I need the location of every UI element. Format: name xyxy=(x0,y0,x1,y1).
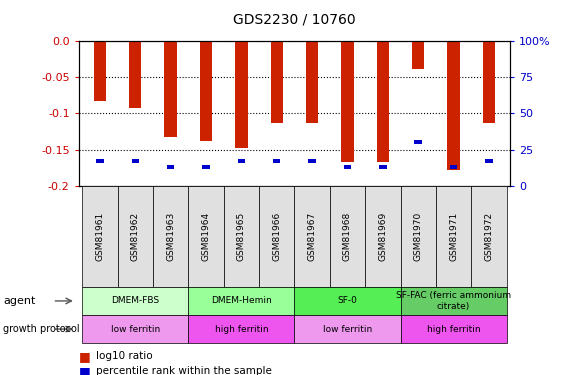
Text: GSM81968: GSM81968 xyxy=(343,211,352,261)
Bar xyxy=(344,165,351,169)
Text: percentile rank within the sample: percentile rank within the sample xyxy=(96,366,272,375)
Bar xyxy=(273,159,280,163)
Bar xyxy=(483,41,495,123)
Bar xyxy=(447,41,460,170)
Text: high ferritin: high ferritin xyxy=(427,325,480,334)
Bar xyxy=(200,41,212,141)
Bar xyxy=(450,165,457,169)
Bar xyxy=(94,41,106,101)
Bar xyxy=(377,41,389,162)
Bar xyxy=(96,159,104,163)
Text: SF-FAC (ferric ammonium
citrate): SF-FAC (ferric ammonium citrate) xyxy=(396,291,511,310)
Text: GSM81967: GSM81967 xyxy=(308,211,317,261)
Text: high ferritin: high ferritin xyxy=(215,325,268,334)
Text: GSM81969: GSM81969 xyxy=(378,211,387,261)
Bar xyxy=(271,41,283,123)
Bar xyxy=(415,140,422,144)
Bar xyxy=(485,159,493,163)
Text: log10 ratio: log10 ratio xyxy=(96,351,153,361)
Text: GSM81971: GSM81971 xyxy=(449,211,458,261)
Bar xyxy=(308,159,316,163)
Text: GSM81962: GSM81962 xyxy=(131,211,140,261)
Text: GSM81970: GSM81970 xyxy=(414,211,423,261)
Bar xyxy=(167,165,174,169)
Bar xyxy=(202,165,210,169)
Text: agent: agent xyxy=(3,296,36,306)
Bar xyxy=(379,165,387,169)
Text: ■: ■ xyxy=(79,350,90,363)
Text: low ferritin: low ferritin xyxy=(323,325,372,334)
Bar xyxy=(238,159,245,163)
Bar xyxy=(235,41,248,148)
Bar xyxy=(132,159,139,163)
Text: GSM81961: GSM81961 xyxy=(96,211,104,261)
Text: GSM81972: GSM81972 xyxy=(484,211,493,261)
Text: GDS2230 / 10760: GDS2230 / 10760 xyxy=(233,12,356,26)
Text: DMEM-FBS: DMEM-FBS xyxy=(111,296,159,305)
Text: SF-0: SF-0 xyxy=(338,296,357,305)
Bar xyxy=(341,41,354,162)
Text: GSM81965: GSM81965 xyxy=(237,211,246,261)
Text: ■: ■ xyxy=(79,365,90,375)
Bar xyxy=(129,41,142,108)
Text: GSM81966: GSM81966 xyxy=(272,211,281,261)
Text: low ferritin: low ferritin xyxy=(111,325,160,334)
Text: DMEM-Hemin: DMEM-Hemin xyxy=(211,296,272,305)
Text: GSM81963: GSM81963 xyxy=(166,211,175,261)
Text: GSM81964: GSM81964 xyxy=(202,211,210,261)
Bar xyxy=(412,41,424,69)
Text: growth protocol: growth protocol xyxy=(3,324,79,334)
Bar xyxy=(306,41,318,123)
Bar xyxy=(164,41,177,137)
